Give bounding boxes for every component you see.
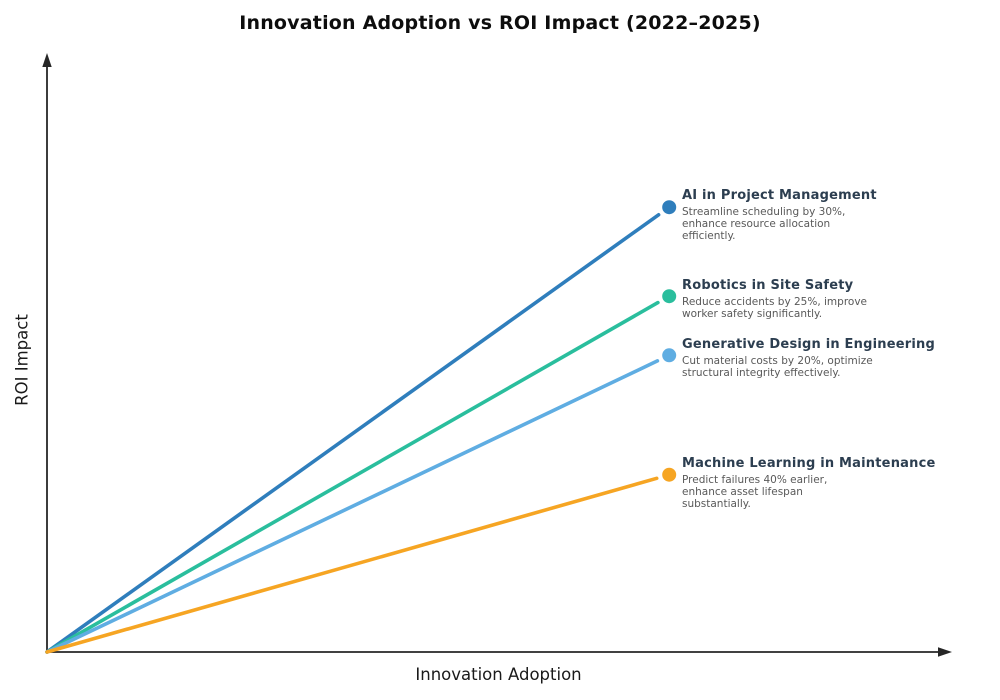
endpoint-dot-2 <box>662 348 677 363</box>
annotation-robotics-in-site-safety: Robotics in Site Safety Reduce accidents… <box>682 278 982 320</box>
endpoint-dot-3 <box>662 467 677 482</box>
x-axis-label: Innovation Adoption <box>415 665 582 684</box>
trend-line-2 <box>45 359 660 654</box>
annotation-title: Generative Design in Engineering <box>682 337 935 352</box>
annotation-description: Reduce accidents by 25%, improve worker … <box>682 296 868 320</box>
annotation-title: AI in Project Management <box>682 188 877 203</box>
annotation-description: Streamline scheduling by 30%, enhance re… <box>682 206 846 242</box>
annotation-ai-in-project-management: AI in Project Management Streamline sche… <box>682 188 982 242</box>
x-axis-arrow-icon <box>938 647 952 657</box>
y-axis-label: ROI Impact <box>12 314 32 406</box>
trend-line-1 <box>45 300 660 654</box>
trend-line-3 <box>45 476 659 654</box>
endpoint-dot-1 <box>662 289 677 304</box>
annotation-description: Cut material costs by 20%, optimize stru… <box>682 355 873 379</box>
endpoint-dot-0 <box>662 200 677 215</box>
annotation-title: Machine Learning in Maintenance <box>682 456 936 471</box>
annotation-title: Robotics in Site Safety <box>682 278 854 293</box>
annotation-generative-design-in-engineering: Generative Design in Engineering Cut mat… <box>682 337 982 379</box>
series-layer <box>45 200 677 654</box>
y-axis-arrow-icon <box>42 53 52 67</box>
trend-line-0 <box>45 213 661 654</box>
annotation-machine-learning-in-maintenance: Machine Learning in Maintenance Predict … <box>682 456 982 510</box>
annotation-description: Predict failures 40% earlier, enhance as… <box>682 474 828 510</box>
chart-title: Innovation Adoption vs ROI Impact (2022–… <box>239 12 761 34</box>
